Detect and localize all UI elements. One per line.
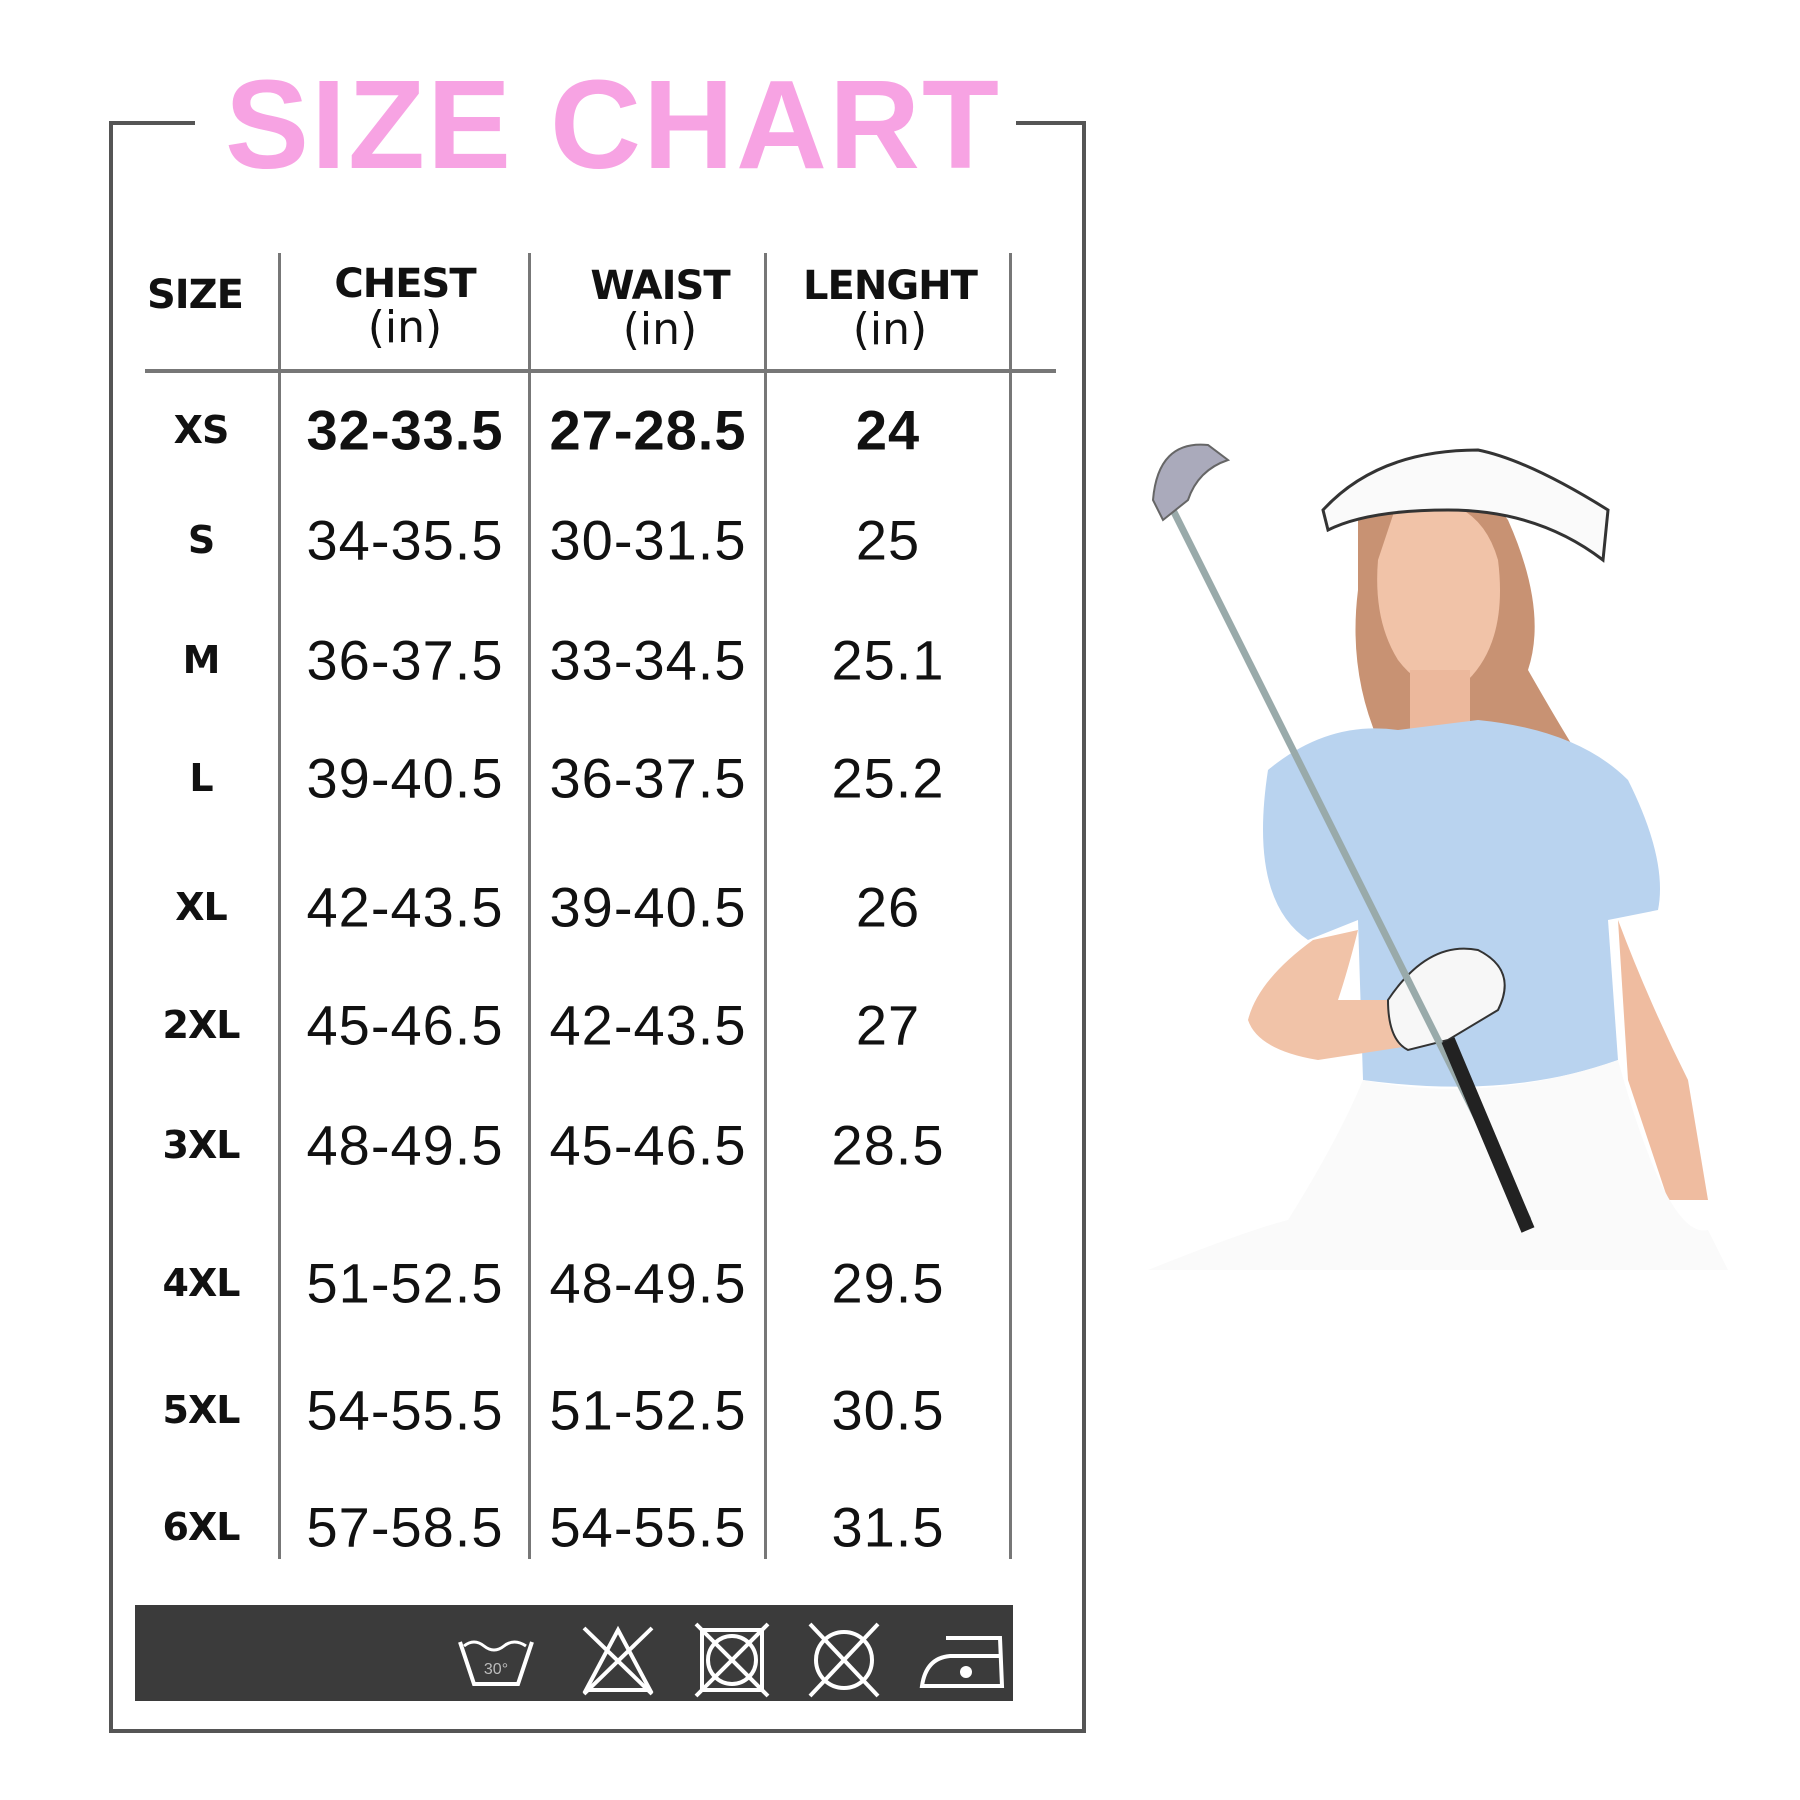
cell-length: 24 bbox=[855, 398, 921, 462]
cell-size: L bbox=[189, 756, 213, 800]
cell-chest: 48-49.5 bbox=[306, 1113, 504, 1177]
frame-top-right bbox=[1016, 121, 1084, 125]
cell-waist: 36-37.5 bbox=[549, 746, 747, 810]
cell-length: 27 bbox=[855, 993, 921, 1057]
golfer-woman-photo bbox=[1148, 440, 1800, 1430]
cell-length: 29.5 bbox=[831, 1251, 945, 1315]
column-divider bbox=[1009, 253, 1012, 1559]
cell-waist: 45-46.5 bbox=[549, 1113, 747, 1177]
cell-size: M bbox=[182, 638, 221, 682]
cell-chest: 39-40.5 bbox=[306, 746, 504, 810]
header-label: SIZE bbox=[146, 272, 244, 318]
cell-size: XS bbox=[173, 408, 230, 452]
column-divider bbox=[528, 253, 531, 1559]
header-unit: (in) bbox=[852, 304, 928, 355]
cell-waist: 42-43.5 bbox=[549, 993, 747, 1057]
header-waist: WAIST (in) bbox=[555, 266, 765, 352]
iron-low-icon bbox=[919, 1636, 1005, 1688]
cell-size: XL bbox=[175, 885, 228, 929]
header-divider bbox=[145, 369, 1056, 373]
header-size: SIZE bbox=[130, 275, 260, 315]
header-unit: (in) bbox=[367, 302, 443, 353]
cell-waist: 33-34.5 bbox=[549, 628, 747, 692]
column-divider bbox=[278, 253, 281, 1559]
cell-length: 30.5 bbox=[831, 1378, 945, 1442]
cell-chest: 45-46.5 bbox=[306, 993, 504, 1057]
cell-size: S bbox=[187, 518, 215, 562]
cell-size: 4XL bbox=[162, 1261, 241, 1305]
cell-waist: 48-49.5 bbox=[549, 1251, 747, 1315]
header-chest: CHEST (in) bbox=[300, 264, 510, 350]
cell-waist: 39-40.5 bbox=[549, 875, 747, 939]
frame-bottom bbox=[109, 1729, 1086, 1733]
cell-chest: 36-37.5 bbox=[306, 628, 504, 692]
cell-length: 25.1 bbox=[831, 628, 945, 692]
frame-left bbox=[109, 121, 113, 1733]
cell-length: 25 bbox=[855, 508, 921, 572]
no-dry-clean-icon bbox=[808, 1622, 880, 1698]
cell-size: 5XL bbox=[162, 1388, 241, 1432]
cell-waist: 30-31.5 bbox=[549, 508, 747, 572]
cell-length: 26 bbox=[855, 875, 921, 939]
cell-waist: 51-52.5 bbox=[549, 1378, 747, 1442]
cell-waist: 54-55.5 bbox=[549, 1495, 747, 1559]
no-bleach-icon bbox=[582, 1625, 654, 1696]
frame-top-left bbox=[111, 121, 195, 125]
page-title: SIZE CHART bbox=[225, 54, 1001, 195]
column-divider bbox=[764, 253, 767, 1559]
cell-size: 2XL bbox=[162, 1003, 241, 1047]
header-label: CHEST bbox=[334, 261, 476, 307]
header-label: LENGHT bbox=[803, 263, 978, 309]
cell-chest: 42-43.5 bbox=[306, 875, 504, 939]
no-tumble-dry-icon bbox=[694, 1622, 770, 1698]
frame-right bbox=[1082, 121, 1086, 1733]
cell-size: 3XL bbox=[162, 1123, 241, 1167]
header-unit: (in) bbox=[622, 304, 698, 355]
wash-temperature: 30° bbox=[484, 1661, 508, 1678]
cell-length: 31.5 bbox=[831, 1495, 945, 1559]
header-length: LENGHT (in) bbox=[780, 266, 1000, 352]
cell-size: 6XL bbox=[162, 1505, 241, 1549]
cell-chest: 32-33.5 bbox=[306, 398, 504, 462]
cell-waist: 27-28.5 bbox=[549, 398, 747, 462]
cell-chest: 54-55.5 bbox=[306, 1378, 504, 1442]
cell-chest: 51-52.5 bbox=[306, 1251, 504, 1315]
cell-length: 25.2 bbox=[831, 746, 945, 810]
wash-30-icon: 30° bbox=[458, 1640, 534, 1686]
cell-chest: 34-35.5 bbox=[306, 508, 504, 572]
cell-length: 28.5 bbox=[831, 1113, 945, 1177]
header-label: WAIST bbox=[590, 263, 730, 309]
cell-chest: 57-58.5 bbox=[306, 1495, 504, 1559]
